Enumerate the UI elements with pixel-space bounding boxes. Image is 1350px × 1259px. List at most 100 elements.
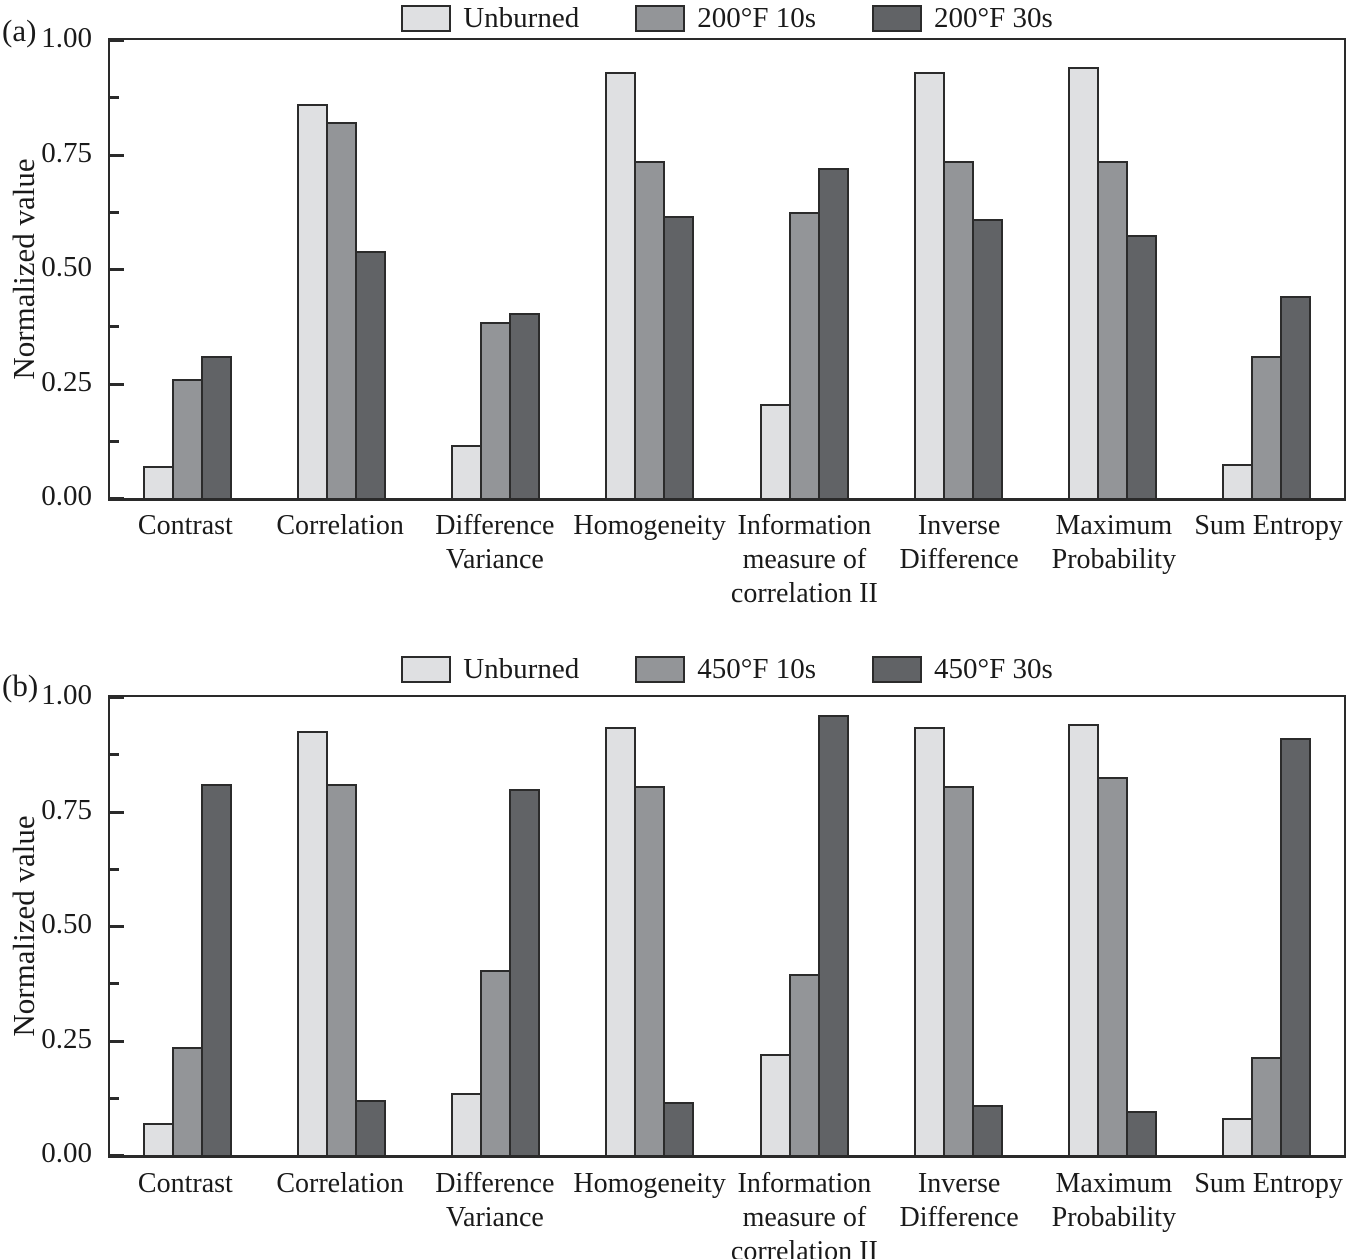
- legend-swatch: [401, 4, 452, 32]
- bar-unburned: [759, 404, 791, 498]
- category-label: Correlation: [276, 510, 404, 541]
- y-tick: [110, 982, 119, 986]
- bar-200-f-10s: [788, 212, 820, 498]
- y-tick-label: 0.50: [41, 908, 92, 940]
- bar-450-f-30s: [1280, 738, 1312, 1155]
- bar-unburned: [913, 72, 945, 498]
- y-tick: [110, 210, 119, 214]
- category-label: Homogeneity: [573, 1168, 726, 1199]
- bar-group: [573, 40, 727, 498]
- legend-item: 450°F 10s: [635, 652, 816, 686]
- y-tick: [110, 325, 119, 329]
- y-tick: [110, 382, 124, 386]
- bar-unburned: [759, 1054, 791, 1155]
- y-axis-ticks: [110, 39, 1344, 500]
- bar-450-f-30s: [200, 784, 232, 1155]
- category-label: Homogeneity: [573, 510, 726, 541]
- legend-item: 450°F 30s: [871, 652, 1053, 686]
- bar-group: [573, 697, 727, 1155]
- bar-group: [727, 697, 881, 1155]
- y-tick-label: 0.25: [41, 365, 92, 398]
- bar-unburned: [1222, 1118, 1254, 1155]
- bar-unburned: [451, 445, 483, 498]
- category-label: Inverse Difference: [899, 1168, 1019, 1233]
- category-label: Inverse Difference: [899, 510, 1019, 575]
- y-tick-label: 0.00: [41, 480, 92, 512]
- bar-unburned: [1068, 67, 1100, 498]
- bar-group: [881, 697, 1035, 1155]
- bar-450-f-10s: [634, 786, 666, 1155]
- category-label: Sum Entropy: [1194, 510, 1343, 541]
- bar-200-f-30s: [817, 168, 849, 498]
- legend-label: 200°F 10s: [697, 2, 816, 34]
- bar-unburned: [605, 72, 637, 498]
- bar-450-f-10s: [942, 786, 974, 1155]
- legend-swatch: [871, 655, 922, 683]
- bar-unburned: [451, 1093, 483, 1155]
- y-tick-label: 0.75: [41, 793, 92, 826]
- bar-200-f-10s: [1251, 356, 1283, 498]
- bar-group: [419, 697, 573, 1155]
- bar-450-f-30s: [354, 1100, 386, 1155]
- x-category-labels: Contrast Correlation Difference Variance Ho…: [108, 1167, 1346, 1259]
- category-label: Maximum Probability: [1051, 510, 1177, 575]
- category-label: Sum Entropy: [1194, 1168, 1343, 1199]
- bar-unburned: [296, 104, 328, 498]
- y-tick: [110, 1096, 119, 1100]
- bar-200-f-30s: [663, 216, 695, 498]
- bar-200-f-30s: [509, 313, 541, 498]
- plot-area-b: [108, 695, 1346, 1158]
- y-tick: [110, 268, 124, 271]
- y-tick: [110, 439, 119, 443]
- bar-group: [264, 40, 418, 498]
- y-tick: [110, 696, 124, 699]
- bar-unburned: [913, 727, 945, 1155]
- bar-200-f-30s: [200, 356, 232, 498]
- bar-unburned: [142, 1123, 174, 1155]
- bar-group: [419, 40, 573, 498]
- panel-letter-a: (a): [2, 13, 37, 48]
- y-tick: [110, 497, 124, 500]
- legend-b: Unburned 450°F 10s 450°F 30s: [108, 651, 1346, 687]
- bar-group: [881, 40, 1035, 498]
- bar-450-f-30s: [663, 1102, 695, 1155]
- panel-b: (b) Unburned 450°F 10s 450°F 30s Normalize…: [0, 645, 1350, 1259]
- bar-450-f-10s: [480, 970, 512, 1155]
- bar-groups: [110, 697, 1344, 1155]
- plot-area-a: [108, 38, 1346, 501]
- bar-group: [1190, 40, 1344, 498]
- bar-450-f-30s: [1126, 1111, 1158, 1155]
- bar-unburned: [1068, 724, 1100, 1155]
- bar-200-f-10s: [942, 161, 974, 498]
- bar-group: [1036, 697, 1190, 1155]
- legend-item: 200°F 10s: [635, 1, 816, 35]
- bar-450-f-30s: [971, 1105, 1003, 1155]
- bar-unburned: [142, 466, 174, 498]
- y-tick-label: 1.00: [41, 22, 92, 54]
- legend-label: 450°F 10s: [697, 653, 816, 685]
- bar-200-f-30s: [1126, 235, 1158, 498]
- bar-200-f-10s: [480, 322, 512, 498]
- category-label: Difference Variance: [435, 510, 555, 575]
- bar-450-f-10s: [171, 1047, 203, 1155]
- bar-group: [1036, 40, 1190, 498]
- bar-200-f-10s: [171, 379, 203, 498]
- category-label: Contrast: [137, 510, 233, 541]
- bar-450-f-10s: [1097, 777, 1129, 1155]
- legend-item: Unburned: [401, 1, 579, 35]
- y-tick-label: 1.00: [41, 679, 92, 711]
- y-tick: [110, 39, 124, 42]
- panel-a: (a) Unburned 200°F 10s 200°F 30s Normalize…: [0, 0, 1346, 609]
- y-tick-label: 0.25: [41, 1022, 92, 1055]
- legend-label: Unburned: [463, 2, 580, 34]
- bar-unburned: [296, 731, 328, 1155]
- y-axis-ticks: [110, 696, 1344, 1157]
- y-tick-labels: 0.00 0.25 0.50 0.75 1.00: [0, 22, 96, 512]
- legend-swatch: [871, 4, 922, 32]
- y-tick: [110, 1039, 124, 1043]
- y-tick-label: 0.50: [41, 251, 92, 283]
- bar-450-f-10s: [788, 974, 820, 1155]
- bar-groups: [110, 40, 1344, 498]
- legend-a: Unburned 200°F 10s 200°F 30s: [108, 0, 1346, 36]
- y-tick: [110, 96, 119, 100]
